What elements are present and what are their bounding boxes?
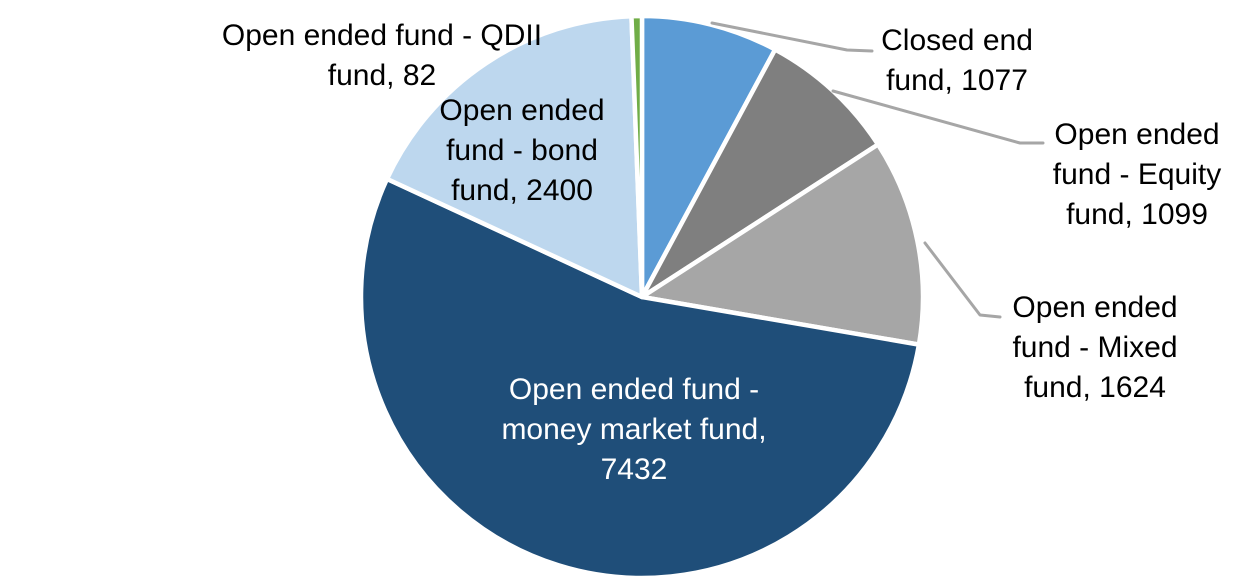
data-label-line: fund - bond [446,134,598,167]
data-label-line: Open ended fund - [508,373,760,406]
pie-slice-open-ended-mixed-fund[interactable] [639,142,926,347]
data-label-line: fund, 1624 [1024,371,1166,404]
data-label-open-ended-qdii-fund: Open ended fund - QDII fund, 82 [222,16,542,96]
data-label-line: fund - Mixed [1012,331,1178,364]
data-label-line: fund, 1099 [1066,198,1208,231]
pie-slice-closed-end-fund[interactable] [639,13,778,300]
data-label-closed-end-fund: Closed end fund, 1077 [881,21,1033,101]
pie-slice-open-ended-qdii-fund[interactable] [629,13,645,300]
pie-slice-open-ended-money-market-fund[interactable] [358,176,922,581]
data-label-line: Open ended [1054,118,1220,151]
data-label-line: Closed end [881,24,1033,57]
data-label-line: Open ended [1012,291,1178,324]
data-label-line: money market fund, [501,413,767,446]
pie-slice-open-ended-bond-fund[interactable] [384,13,645,300]
data-label-open-ended-mixed-fund: Open ended fund - Mixed fund, 1624 [1012,288,1177,408]
data-label-line: Open ended fund - QDII [221,19,543,52]
data-label-open-ended-money-market-fund: Open ended fund - money market fund, 743… [501,370,766,490]
data-label-line: 7432 [600,453,668,486]
leader-line-closed-end-fund [710,21,874,53]
data-label-line: fund, 2400 [451,174,593,207]
data-label-open-ended-equity-fund: Open ended fund - Equity fund, 1099 [1053,115,1221,235]
leader-line-open-ended-equity-fund [831,89,1045,145]
data-label-line: fund, 1077 [886,64,1028,97]
data-label-open-ended-bond-fund: Open ended fund - bond fund, 2400 [439,91,604,211]
data-label-line: fund - Equity [1052,158,1222,191]
data-label-line: Open ended [439,94,605,127]
data-label-line: fund, 82 [327,59,437,92]
leader-line-open-ended-mixed-fund [923,241,1002,319]
